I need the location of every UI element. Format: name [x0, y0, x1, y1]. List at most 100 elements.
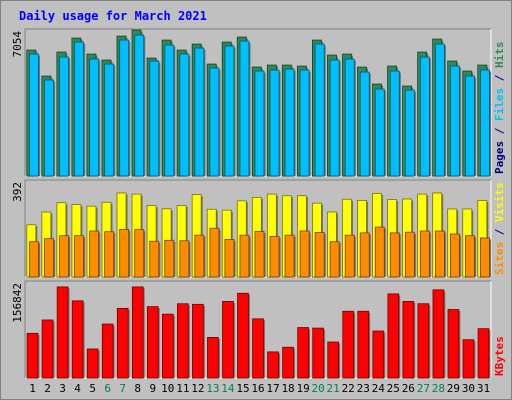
- bar-body: [299, 69, 310, 177]
- x-tick-label-5: 5: [89, 382, 96, 395]
- bar-kbytes-day-10: [161, 313, 175, 379]
- bar-kbytes-day-18: [282, 346, 295, 379]
- y-max-label: 392: [11, 182, 24, 202]
- bar-body: [269, 69, 280, 177]
- legend-label-visits: Visits: [493, 182, 506, 228]
- bar-sites-day-15: [239, 234, 251, 278]
- bar-files-day-11: [179, 53, 191, 177]
- y-max-label: 7054: [11, 31, 24, 58]
- bar-body: [447, 309, 460, 379]
- bar-body: [284, 234, 295, 278]
- bar-kbytes-day-22: [342, 310, 356, 379]
- bar-sites-day-6: [104, 231, 116, 278]
- x-tick-label-4: 4: [74, 382, 81, 395]
- bar-body: [312, 327, 324, 379]
- bar-body: [402, 301, 415, 379]
- bar-body: [434, 43, 445, 177]
- bar-body: [417, 303, 430, 379]
- bar-kbytes-day-19: [297, 327, 311, 379]
- bar-files-day-4: [74, 41, 86, 177]
- bar-body: [116, 307, 129, 379]
- bar-body: [450, 65, 460, 177]
- bar-sites-day-27: [419, 230, 431, 278]
- bar-files-day-28: [434, 43, 446, 177]
- bar-body: [239, 40, 250, 177]
- bar-sites-day-19: [299, 230, 311, 278]
- panel-kbytes: 156842 KBytes: [11, 280, 506, 379]
- legend-label-sites: Sites: [493, 242, 506, 275]
- bar-files-day-19: [299, 69, 311, 177]
- bar-body: [389, 232, 400, 278]
- bar-kbytes-day-2: [41, 319, 55, 379]
- bar-body: [149, 60, 160, 177]
- bar-sites-day-12: [194, 234, 206, 278]
- bar-body: [252, 318, 264, 379]
- bar-body: [194, 47, 205, 177]
- bar-files-day-16: [254, 70, 266, 177]
- bar-files-day-22: [344, 58, 356, 177]
- bar-files-day-20: [314, 43, 326, 177]
- bar-files-day-10: [164, 44, 176, 177]
- x-tick-label-26: 26: [402, 382, 415, 395]
- x-tick-label-18: 18: [281, 382, 294, 395]
- bar-body: [119, 229, 130, 278]
- bar-files-day-29: [450, 65, 461, 177]
- bar-body: [44, 79, 54, 177]
- bar-body: [267, 351, 279, 379]
- x-tick-label-7: 7: [119, 382, 126, 395]
- x-tick-label-21: 21: [327, 382, 340, 395]
- bar-files-day-9: [149, 60, 161, 177]
- bar-sites-day-3: [59, 235, 71, 278]
- x-tick-label-3: 3: [59, 382, 66, 395]
- bar-files-day-27: [419, 56, 431, 177]
- bar-body: [101, 323, 114, 379]
- bar-kbytes-day-21: [327, 341, 341, 379]
- bar-body: [404, 89, 415, 177]
- bar-sites-day-21: [329, 241, 341, 278]
- bar-kbytes-day-13: [207, 336, 220, 379]
- bar-body: [26, 332, 39, 379]
- bar-body: [89, 58, 100, 177]
- bar-body: [389, 70, 400, 177]
- bar-body: [297, 327, 309, 379]
- bar-body: [284, 68, 295, 177]
- bar-kbytes-day-29: [447, 309, 461, 379]
- bar-body: [104, 63, 115, 177]
- x-tick-label-11: 11: [176, 382, 189, 395]
- bar-body: [282, 346, 294, 379]
- x-tick-label-17: 17: [266, 382, 279, 395]
- x-tick-label-30: 30: [462, 382, 475, 395]
- bar-files-day-12: [194, 47, 206, 177]
- bar-sites-day-24: [374, 226, 386, 278]
- legend-label-pages: Pages: [493, 141, 506, 174]
- x-tick-label-16: 16: [251, 382, 264, 395]
- bar-body: [44, 238, 54, 278]
- bar-body: [74, 235, 85, 278]
- bar-sites-day-29: [450, 233, 461, 278]
- bar-sites-day-16: [254, 231, 266, 278]
- bar-files-day-18: [284, 68, 296, 177]
- x-tick-label-6: 6: [104, 382, 111, 395]
- bar-body: [71, 300, 84, 379]
- x-tick-label-22: 22: [342, 382, 355, 395]
- bar-files-day-25: [389, 70, 401, 177]
- bar-body: [194, 234, 205, 278]
- bar-kbytes-day-26: [402, 301, 416, 379]
- x-tick-label-25: 25: [387, 382, 400, 395]
- bar-body: [374, 226, 385, 278]
- legend-separator: /: [493, 74, 506, 88]
- x-tick-label-12: 12: [191, 382, 204, 395]
- x-tick-label-20: 20: [312, 382, 325, 395]
- right-legend: KBytes: [493, 336, 506, 376]
- bar-body: [56, 286, 69, 379]
- x-tick-label-2: 2: [44, 382, 51, 395]
- bar-body: [74, 41, 85, 177]
- bar-body: [134, 34, 145, 177]
- bar-body: [372, 330, 385, 379]
- bar-body: [119, 39, 130, 177]
- bar-body: [59, 235, 69, 278]
- x-tick-label-23: 23: [357, 382, 370, 395]
- bar-sites-day-9: [149, 240, 161, 278]
- bar-body: [207, 336, 219, 379]
